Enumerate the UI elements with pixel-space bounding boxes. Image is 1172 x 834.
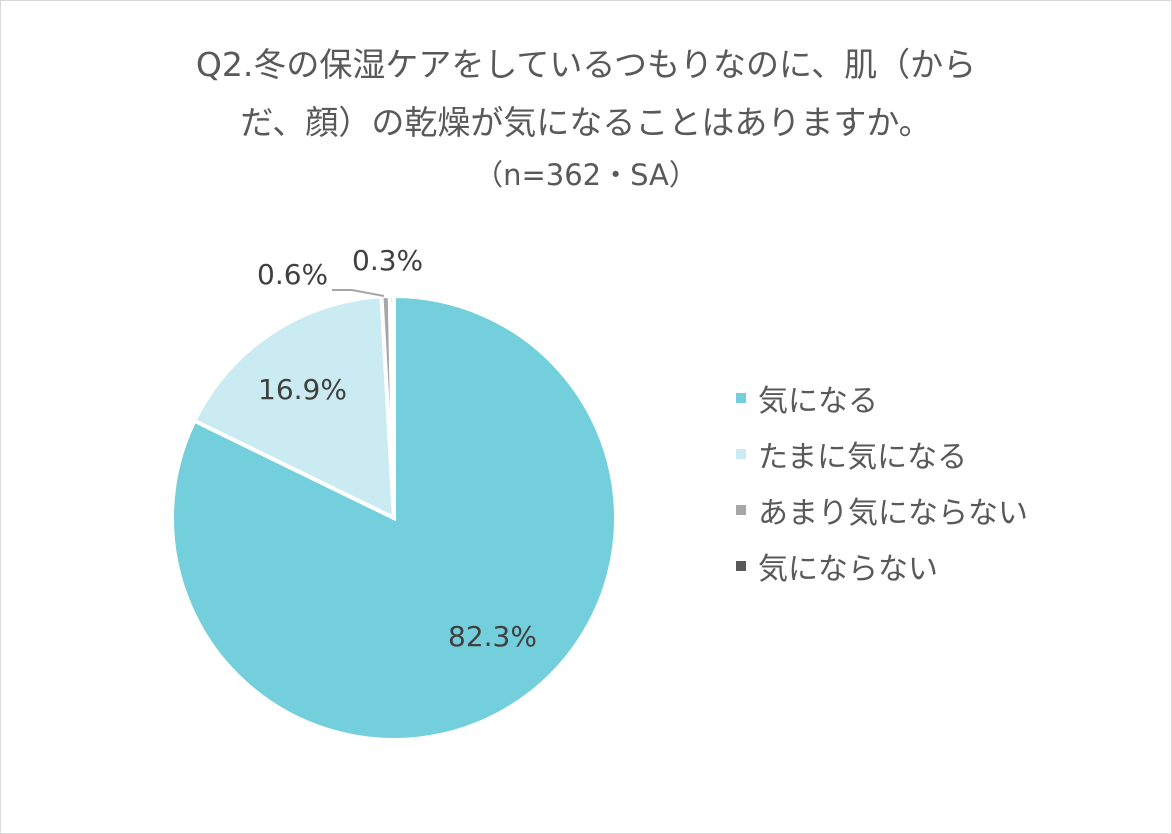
legend-item: あまり気にならない [736,482,1028,538]
legend-swatch-icon [736,449,746,459]
chart-title-line1: Q2.冬の保湿ケアをしているつもりなのに、肌（から [195,45,977,84]
chart-subtitle: （n=362・SA） [474,158,698,192]
legend-swatch-icon [736,561,746,571]
label-tamani: 16.9% [258,373,347,406]
label-kininaru: 82.3% [448,620,537,653]
legend-swatch-icon [736,505,746,515]
legend-item: たまに気になる [736,426,1028,482]
pie-slice [191,294,397,522]
pie-slice [170,293,618,742]
legend-swatch-icon [736,393,746,403]
legend-item: 気になる [736,370,1028,426]
label-amari: 0.6% [257,258,329,291]
chart-title-line2: だ、顔）の乾燥が気になることはありますか。 [240,103,932,142]
legend: 気になる たまに気になる あまり気にならない 気にならない [736,370,1028,594]
pie-slice [387,293,396,519]
label-kininaranai: 0.3% [352,244,424,277]
leader-line [332,289,385,297]
legend-item: 気にならない [736,538,1028,594]
